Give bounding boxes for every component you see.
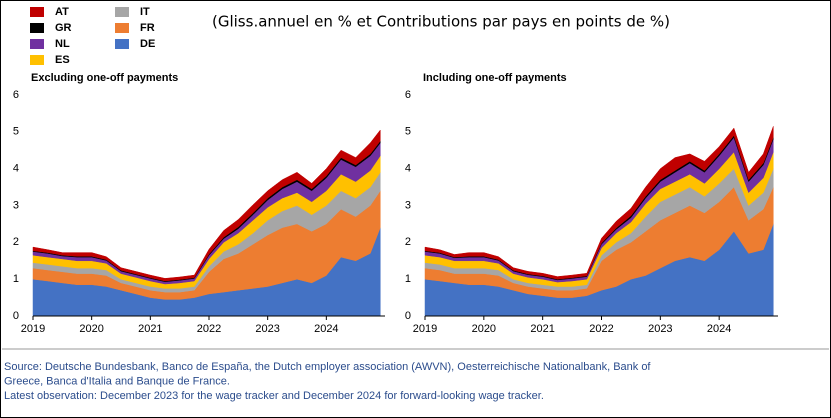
chart-subtitle: Excluding one-off payments <box>31 72 178 84</box>
x-tick-label: 2020 <box>472 323 496 335</box>
legend-label: AT <box>55 6 69 18</box>
page-title: (Gliss.annuel en % et Contributions par … <box>212 13 670 31</box>
y-tick-label: 6 <box>13 89 19 101</box>
y-tick-label: 4 <box>405 163 411 175</box>
x-tick-label: 2023 <box>255 323 279 335</box>
y-tick-label: 2 <box>13 236 19 248</box>
y-tick-label: 5 <box>13 126 19 138</box>
y-tick-label: 3 <box>13 199 19 211</box>
legend-swatch <box>30 39 44 49</box>
x-tick-label: 2021 <box>530 323 554 335</box>
y-tick-label: 4 <box>13 163 19 175</box>
legend-label: DE <box>140 38 155 50</box>
legend-label: FR <box>140 22 155 34</box>
y-tick-label: 0 <box>405 310 411 322</box>
x-tick-label: 2022 <box>197 323 221 335</box>
area <box>32 129 381 282</box>
y-tick-label: 3 <box>405 199 411 211</box>
x-tick-label: 2024 <box>314 323 338 335</box>
area <box>424 126 774 280</box>
x-tick-label: 2021 <box>138 323 162 335</box>
legend-label: NL <box>55 38 70 50</box>
y-tick-label: 2 <box>405 236 411 248</box>
legend-label: IT <box>140 6 150 18</box>
legend-swatch <box>30 55 44 65</box>
y-tick-label: 5 <box>405 126 411 138</box>
legend-swatch <box>115 23 129 33</box>
legend-swatch <box>115 7 129 17</box>
x-tick-label: 2019 <box>21 323 45 335</box>
source-line: Latest observation: December 2023 for th… <box>4 390 544 402</box>
legend-swatch <box>115 39 129 49</box>
x-tick-label: 2019 <box>413 323 437 335</box>
y-tick-label: 6 <box>405 89 411 101</box>
y-tick-label: 1 <box>13 273 19 285</box>
x-tick-label: 2020 <box>79 323 103 335</box>
x-tick-label: 2023 <box>648 323 672 335</box>
y-tick-label: 0 <box>13 310 19 322</box>
x-tick-label: 2024 <box>707 323 731 335</box>
legend-label: GR <box>55 22 72 34</box>
source-line: Source: Deutsche Bundesbank, Banco de Es… <box>4 361 651 373</box>
legend-label: ES <box>55 54 70 66</box>
y-tick-label: 1 <box>405 273 411 285</box>
chart-subtitle: Including one-off payments <box>423 72 567 84</box>
legend-swatch <box>30 23 44 33</box>
x-tick-label: 2022 <box>589 323 613 335</box>
legend-swatch <box>30 7 44 17</box>
source-line: Greece, Banca d'Italia and Banque de Fra… <box>4 375 230 387</box>
